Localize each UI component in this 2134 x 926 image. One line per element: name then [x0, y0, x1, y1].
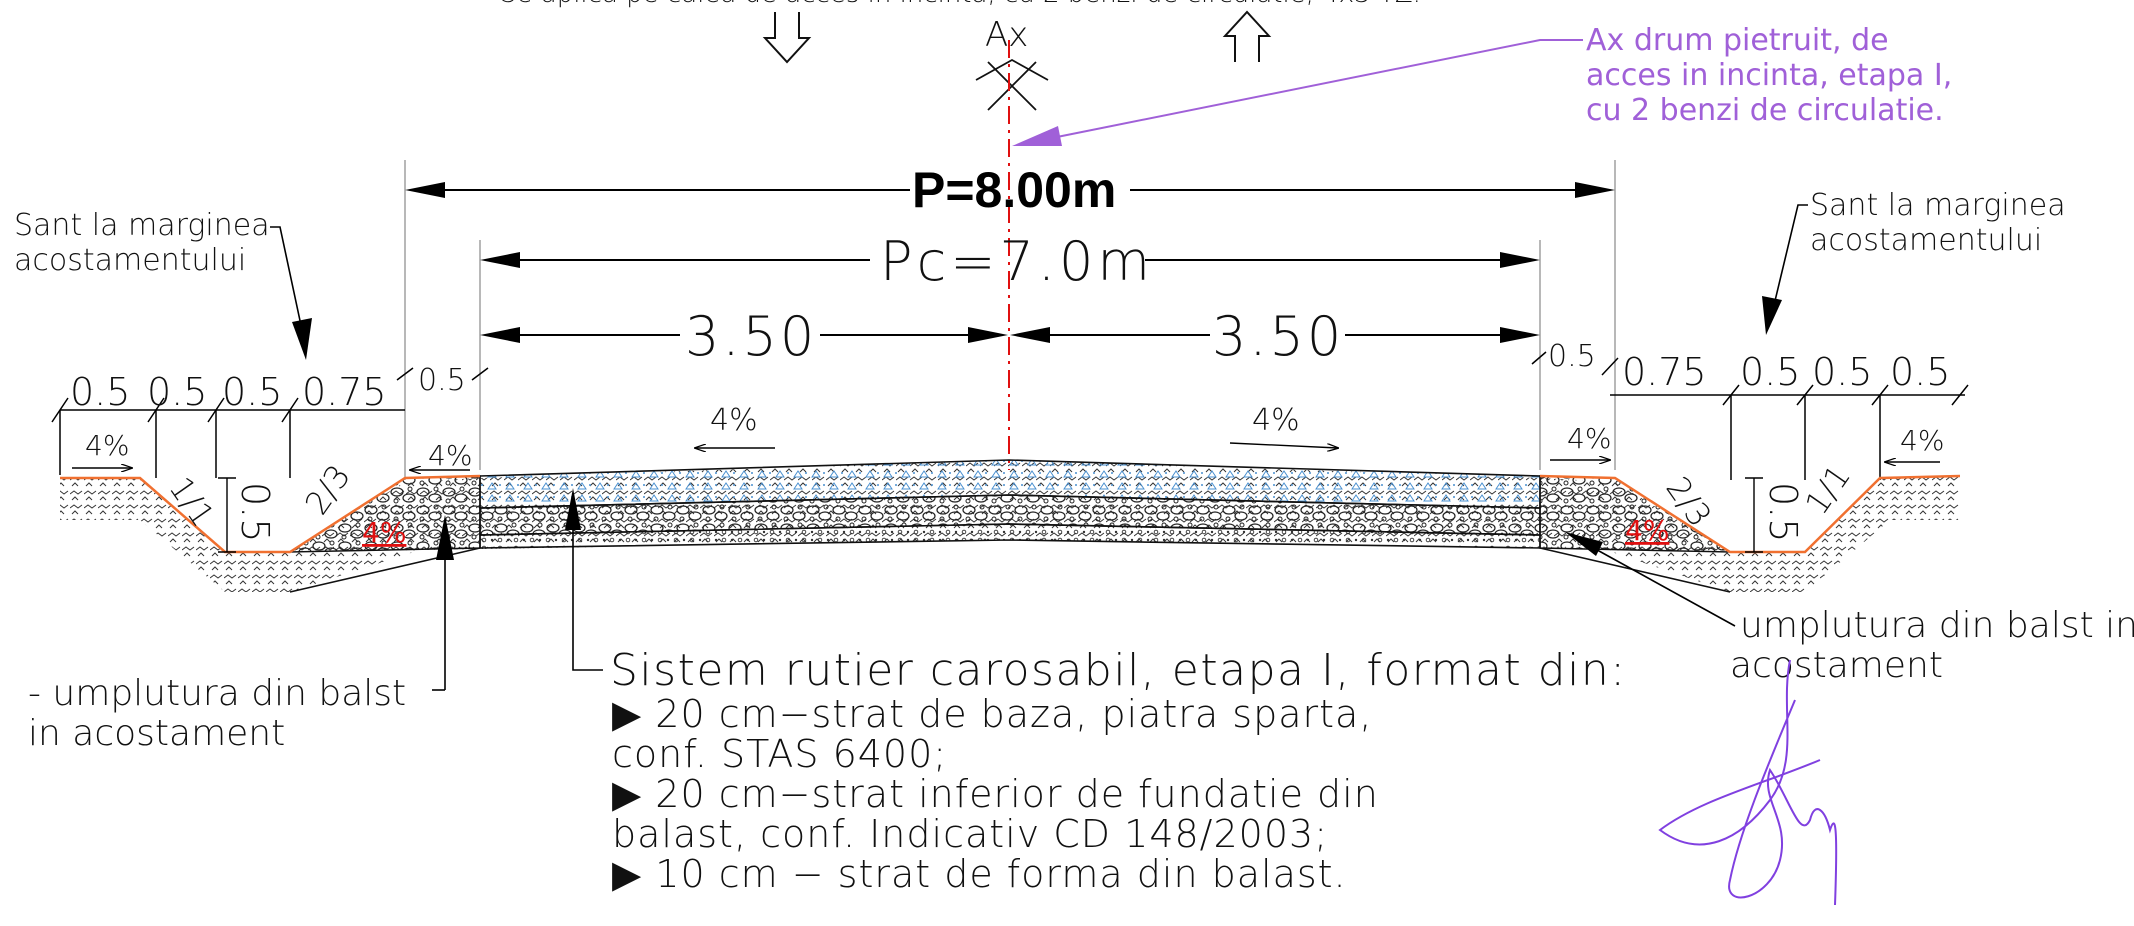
ditch-depth-right: 0.5: [1761, 482, 1805, 542]
dim-right-0: 0.5: [1548, 339, 1596, 374]
dim-left-1: 0.5: [147, 370, 207, 414]
platform-width-label: P=8.00m: [912, 162, 1116, 218]
lane-right-width: 3.50: [1212, 305, 1344, 368]
ditch-label-right-line: acostamentului: [1810, 223, 2042, 258]
ditch-leader-right: [1762, 204, 1808, 335]
slope-ratio-inner-left: 2/3: [297, 458, 358, 522]
dim-right-3: 0.5: [1812, 350, 1872, 394]
road-system-line: ▶ 20 cm−strat de baza, piatra sparta,: [612, 692, 1372, 736]
axis-cross-icon: [975, 58, 1049, 111]
fill-label-right-line: umplutura din balst in: [1740, 605, 2134, 646]
slope-outer-right: 4%: [1900, 424, 1944, 457]
left-dimension-labels: 0.5 0.5 0.5 0.75 0.5: [70, 363, 466, 414]
right-dimension-chain: [1531, 351, 1969, 480]
axis-annotation-line: Ax drum pietruit, de: [1586, 23, 1889, 58]
signature: [1658, 659, 1838, 906]
fill-label-right: umplutura din balst in acostament: [1730, 605, 2134, 686]
fill-label-left: - umplutura din balst in acostament: [28, 673, 418, 754]
fill-label-right-line: acostament: [1730, 645, 1943, 686]
fill-label-left-line: in acostament: [28, 713, 285, 754]
axis-label: Ax: [985, 15, 1028, 55]
slope-outer-left: 4%: [85, 429, 129, 462]
axis-annotation-line: acces in incinta, etapa I,: [1586, 58, 1952, 93]
subgrade-line: [289, 547, 1731, 593]
up-arrow-icon: [1222, 10, 1272, 62]
ditch-label-right: Sant la marginea acostamentului: [1810, 188, 2075, 258]
slope-arrows: [72, 442, 1940, 470]
dim-right-4: 0.5: [1890, 350, 1950, 394]
slope-fill-right: 4%: [1625, 514, 1669, 547]
road-system-line: balast, conf. Indicativ CD 148/2003;: [612, 812, 1328, 856]
fill-leader-left: [432, 515, 454, 691]
dim-right-1: 0.75: [1622, 350, 1707, 394]
dim-left-2: 0.5: [222, 370, 282, 414]
road-system-line: ▶ 10 cm − strat de forma din balast.: [612, 852, 1347, 896]
down-arrow-icon: [762, 12, 812, 64]
fill-leader-right: [1565, 532, 1736, 627]
ditch-label-left-line: acostamentului: [14, 243, 246, 278]
slope-shoulder-right: 4%: [1567, 422, 1611, 455]
lane-dimensions: [480, 327, 1540, 343]
slope-shoulder-left: 4%: [428, 439, 472, 472]
lane-left-width: 3.50: [685, 305, 817, 368]
platform-dimension: [404, 160, 1616, 480]
header-note: Se aplica pe calea de acces in incinta, …: [500, 0, 1421, 9]
slope-fill-left: 4%: [362, 516, 406, 549]
road-system-description: ▶ 20 cm−strat de baza, piatra sparta, co…: [612, 692, 1392, 896]
slope-carriageway-left: 4%: [710, 403, 758, 438]
road-system-line: conf. STAS 6400;: [612, 732, 947, 776]
ditch-depth-markers: [218, 477, 1763, 553]
road-system-line: ▶ 20 cm−strat inferior de fundatie din: [612, 772, 1379, 816]
ditch-label-left-line: Sant la marginea: [14, 208, 270, 243]
right-dimension-labels: 0.5 0.75 0.5 0.5 0.5: [1548, 339, 1950, 394]
road-system-leader: [565, 488, 603, 671]
dim-left-0: 0.5: [70, 370, 130, 414]
axis-annotation-line: cu 2 benzi de circulatie.: [1586, 93, 1944, 128]
ditch-label-left: Sant la marginea acostamentului: [14, 208, 279, 278]
carriageway-dimension: [479, 240, 1541, 470]
dim-left-4: 0.5: [418, 363, 466, 398]
carriageway-width-label: Pc=7.0m: [880, 230, 1154, 293]
slope-carriageway-right: 4%: [1252, 403, 1300, 438]
ditch-depth-left: 0.5: [233, 482, 277, 542]
ditch-label-right-line: Sant la marginea: [1810, 188, 2066, 223]
axis-annotation: Ax drum pietruit, de acces in incinta, e…: [1586, 23, 1962, 128]
surface-profile: [60, 474, 481, 554]
road-system-title: Sistem rutier carosabil, etapa I, format…: [610, 645, 1627, 696]
dim-left-3: 0.75: [302, 370, 387, 414]
ditch-leader-left: [270, 226, 312, 360]
axis-annotation-leader: [1012, 39, 1583, 146]
dim-right-2: 0.5: [1740, 350, 1800, 394]
left-dimension-chain: [51, 367, 489, 478]
fill-label-left-line: - umplutura din balst: [28, 673, 406, 714]
surface-profile-right: [1539, 474, 1961, 554]
